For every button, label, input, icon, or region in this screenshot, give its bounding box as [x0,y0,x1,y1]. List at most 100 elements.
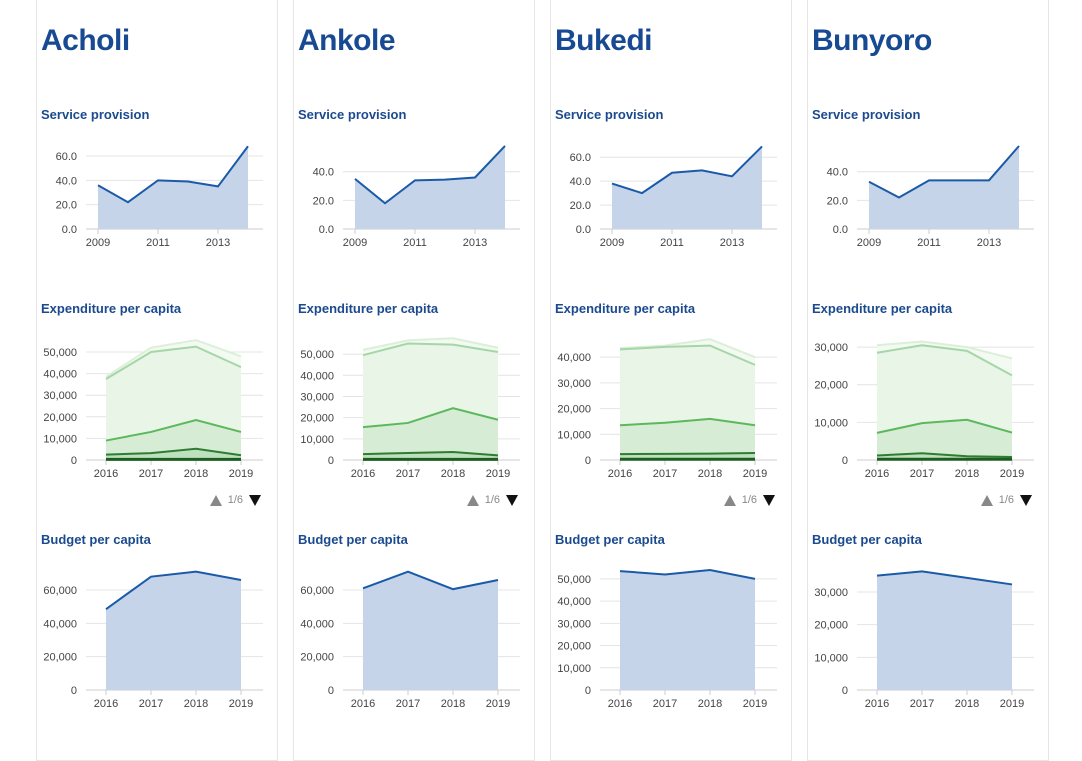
y-tick-label: 40,000 [557,352,591,364]
y-tick-label: 30,000 [557,618,591,630]
series-pager: 1/6 [467,494,518,506]
y-tick-label: 10,000 [557,429,591,441]
x-tick-label: 2017 [396,468,420,480]
pager-count: 1/6 [485,494,500,506]
y-tick-label: 0.0 [833,224,848,236]
y-tick-label: 0 [71,685,77,697]
series-area [620,570,755,690]
x-tick-label: 2019 [1000,698,1024,710]
y-tick-label: 20,000 [557,641,591,653]
x-tick-label: 2009 [343,237,367,249]
series-area [869,146,1019,229]
y-tick-label: 40,000 [300,370,334,382]
x-tick-label: 2009 [600,237,624,249]
x-tick-label: 2018 [441,698,465,710]
y-tick-label: 60.0 [56,151,77,163]
y-tick-label: 10,000 [557,663,591,675]
expenditure-heading: Expenditure per capita [555,301,695,316]
x-tick-label: 2013 [720,237,744,249]
series-area [98,146,248,229]
region-title: Ankole [298,24,395,58]
x-tick-label: 2018 [184,698,208,710]
y-tick-label: 20,000 [43,412,77,424]
series-area [363,572,498,690]
x-tick-label: 2011 [146,237,170,249]
y-tick-label: 20.0 [827,195,848,207]
series-pager: 1/6 [724,494,775,506]
service-provision-heading: Service provision [41,107,149,122]
y-tick-label: 30,000 [300,391,334,403]
x-tick-label: 2018 [698,468,722,480]
x-tick-label: 2019 [486,698,510,710]
x-tick-label: 2019 [486,468,510,480]
y-tick-label: 10,000 [300,434,334,446]
expenditure-heading: Expenditure per capita [812,301,952,316]
x-tick-label: 2016 [351,698,375,710]
series-area [355,146,505,229]
region-card: Acholi Service provision Expenditure per… [36,0,278,761]
x-tick-label: 2013 [206,237,230,249]
y-tick-label: 30,000 [43,390,77,402]
y-tick-label: 0.0 [319,224,334,236]
y-tick-label: 50,000 [557,574,591,586]
y-tick-label: 20,000 [300,652,334,664]
y-tick-label: 10,000 [814,652,848,664]
budget-heading: Budget per capita [555,532,665,547]
pager-up-icon[interactable] [210,495,222,506]
y-tick-label: 10,000 [43,433,77,445]
pager-down-icon[interactable] [249,495,261,506]
y-tick-label: 40,000 [43,618,77,630]
x-tick-label: 2019 [229,468,253,480]
x-tick-label: 2013 [463,237,487,249]
y-tick-label: 0 [328,685,334,697]
region-title: Bunyoro [812,24,932,58]
y-tick-label: 20,000 [300,413,334,425]
y-tick-label: 60,000 [300,585,334,597]
y-tick-label: 20.0 [570,200,591,212]
pager-up-icon[interactable] [467,495,479,506]
service-provision-heading: Service provision [298,107,406,122]
x-tick-label: 2016 [608,698,632,710]
x-tick-label: 2011 [660,237,684,249]
y-tick-label: 40,000 [300,618,334,630]
pager-up-icon[interactable] [981,495,993,506]
y-tick-label: 30,000 [557,378,591,390]
x-tick-label: 2017 [396,698,420,710]
budget-chart: 0 20,000 40,000 60,000 2016 2017 2018 2019 [294,560,535,710]
pager-count: 1/6 [228,494,243,506]
x-tick-label: 2009 [86,237,110,249]
y-tick-label: 0 [585,455,591,467]
pager-up-icon[interactable] [724,495,736,506]
y-tick-label: 30,000 [814,342,848,354]
y-tick-label: 60.0 [570,152,591,164]
y-tick-label: 40,000 [43,369,77,381]
region-card: Bukedi Service provision Expenditure per… [550,0,792,761]
x-tick-label: 2018 [955,698,979,710]
y-tick-label: 40.0 [827,167,848,179]
pager-down-icon[interactable] [506,495,518,506]
region-title: Acholi [41,24,130,58]
x-tick-label: 2017 [139,468,163,480]
x-tick-label: 2011 [403,237,427,249]
series-pager: 1/6 [210,494,261,506]
region-card: Ankole Service provision Expenditure per… [293,0,535,761]
x-tick-label: 2016 [94,698,118,710]
pager-down-icon[interactable] [763,495,775,506]
y-tick-label: 40.0 [570,176,591,188]
y-tick-label: 50,000 [300,349,334,361]
series-area [877,571,1012,690]
x-tick-label: 2019 [1000,468,1024,480]
pager-down-icon[interactable] [1020,495,1032,506]
y-tick-label: 60,000 [43,585,77,597]
series-area [106,572,241,690]
y-tick-label: 40.0 [313,167,334,179]
series-area [612,146,762,229]
y-tick-label: 40,000 [557,596,591,608]
